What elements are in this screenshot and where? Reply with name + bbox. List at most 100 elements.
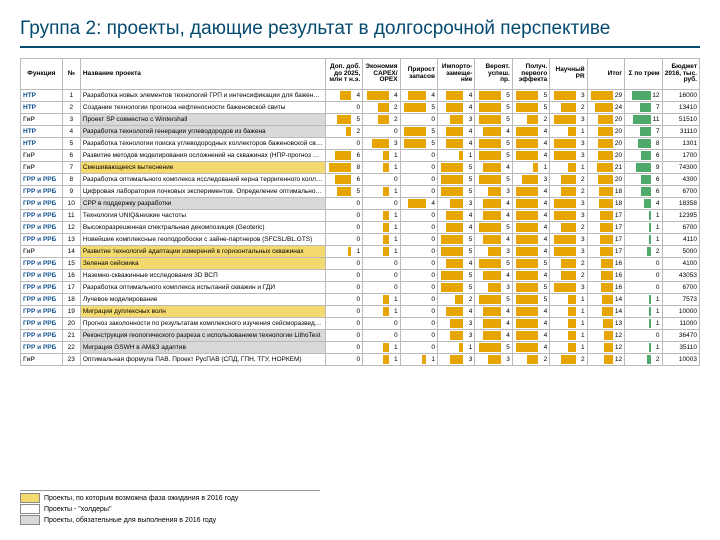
value: 12 bbox=[614, 356, 622, 363]
bar bbox=[600, 247, 613, 256]
bar bbox=[488, 355, 501, 364]
legend-text: Проекты, по которым возможна фаза ожидан… bbox=[44, 495, 238, 502]
value: 1 bbox=[390, 224, 398, 231]
bar bbox=[561, 175, 576, 184]
value: 4 bbox=[539, 224, 547, 231]
cell-c9: 6 bbox=[625, 174, 662, 186]
cell-c6: 5 bbox=[512, 282, 549, 294]
bar bbox=[383, 307, 389, 316]
bar bbox=[604, 355, 613, 364]
cell-c8: 17 bbox=[587, 246, 624, 258]
cell-c5: 4 bbox=[475, 318, 512, 330]
bar bbox=[649, 235, 651, 244]
value: 1 bbox=[352, 248, 360, 255]
cell-c8: 17 bbox=[587, 222, 624, 234]
value: 0 bbox=[390, 332, 398, 339]
value: 4 bbox=[539, 344, 547, 351]
cell-c1: 1 bbox=[325, 246, 362, 258]
cell-c6: 4 bbox=[512, 222, 549, 234]
value: 35110 bbox=[679, 344, 697, 351]
bar bbox=[516, 307, 538, 316]
bar bbox=[602, 295, 613, 304]
value: 6 bbox=[652, 176, 660, 183]
cell-c10: 6700 bbox=[662, 222, 699, 234]
cell-c8: 16 bbox=[587, 282, 624, 294]
bar bbox=[602, 307, 613, 316]
value: 5000 bbox=[683, 248, 697, 255]
value: 3 bbox=[577, 140, 585, 147]
cell-c7: 1 bbox=[550, 330, 587, 342]
value: 5 bbox=[539, 284, 547, 291]
value: 4 bbox=[539, 152, 547, 159]
bar bbox=[516, 259, 538, 268]
cell-c10: 6700 bbox=[662, 186, 699, 198]
value: 8 bbox=[352, 164, 360, 171]
bar bbox=[516, 139, 538, 148]
bar bbox=[568, 319, 575, 328]
bar bbox=[446, 259, 464, 268]
value: 4 bbox=[464, 308, 472, 315]
cell-c8: 24 bbox=[587, 102, 624, 114]
cell-c3: 0 bbox=[400, 114, 437, 126]
cell-c3: 0 bbox=[400, 306, 437, 318]
table-row: НТР4Разработка технологий генерации угле… bbox=[21, 126, 700, 138]
cell-no: 13 bbox=[62, 234, 80, 246]
value: 1 bbox=[390, 308, 398, 315]
cell-c3: 0 bbox=[400, 330, 437, 342]
cell-c2: 1 bbox=[363, 342, 400, 354]
value: 0 bbox=[352, 284, 360, 291]
col-c10: Бюджет 2016, тыс. руб. bbox=[662, 59, 699, 90]
value: 0 bbox=[427, 260, 435, 267]
legend-text: Проекты - "холдеры" bbox=[44, 506, 111, 513]
value: 0 bbox=[352, 344, 360, 351]
value: 3 bbox=[577, 236, 585, 243]
cell-c6: 4 bbox=[512, 138, 549, 150]
table-row: НТР2Создание технологии прогноза нефтено… bbox=[21, 102, 700, 114]
cell-no: 8 bbox=[62, 174, 80, 186]
cell-c2: 0 bbox=[363, 318, 400, 330]
cell-no: 2 bbox=[62, 102, 80, 114]
bar bbox=[598, 139, 613, 148]
cell-c4: 5 bbox=[437, 246, 474, 258]
value: 1 bbox=[577, 128, 585, 135]
bar bbox=[568, 163, 575, 172]
cell-c10: 43053 bbox=[662, 270, 699, 282]
cell-c2: 1 bbox=[363, 210, 400, 222]
cell-c2: 2 bbox=[363, 114, 400, 126]
cell-c10: 5000 bbox=[662, 246, 699, 258]
cell-c5: 3 bbox=[475, 186, 512, 198]
cell-c9: 1 bbox=[625, 342, 662, 354]
cell-no: 18 bbox=[62, 294, 80, 306]
value: 4 bbox=[427, 200, 435, 207]
value: 4 bbox=[539, 272, 547, 279]
value: 10003 bbox=[679, 356, 697, 363]
cell-c1: 0 bbox=[325, 102, 362, 114]
bar bbox=[516, 235, 538, 244]
bar bbox=[383, 211, 389, 220]
value: 1 bbox=[577, 296, 585, 303]
value: 7573 bbox=[683, 296, 697, 303]
cell-c3: 0 bbox=[400, 174, 437, 186]
cell-c5: 5 bbox=[475, 258, 512, 270]
bar bbox=[516, 91, 538, 100]
value: 20 bbox=[614, 140, 622, 147]
value: 0 bbox=[352, 224, 360, 231]
value: 0 bbox=[352, 296, 360, 303]
value: 3 bbox=[502, 284, 510, 291]
bar bbox=[450, 115, 463, 124]
cell-no: 3 bbox=[62, 114, 80, 126]
col-c5: Вероят. успеш. пр. bbox=[475, 59, 512, 90]
bar bbox=[649, 223, 651, 232]
value: 0 bbox=[427, 248, 435, 255]
value: 4 bbox=[502, 212, 510, 219]
cell-c10: 11000 bbox=[662, 318, 699, 330]
cell-c2: 0 bbox=[363, 126, 400, 138]
cell-c8: 20 bbox=[587, 114, 624, 126]
value: 0 bbox=[352, 104, 360, 111]
cell-c10: 74300 bbox=[662, 162, 699, 174]
value: 3 bbox=[464, 116, 472, 123]
cell-c1: 2 bbox=[325, 126, 362, 138]
value: 1 bbox=[652, 212, 660, 219]
cell-c7: 1 bbox=[550, 342, 587, 354]
bar bbox=[450, 199, 463, 208]
